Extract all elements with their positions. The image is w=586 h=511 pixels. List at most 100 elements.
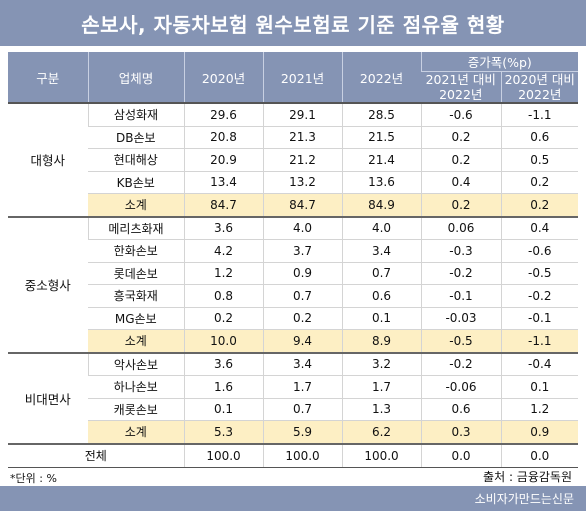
value-2021-cell: 0.7 (262, 284, 342, 308)
header-change-vs-2020-line1: 2020년 대비 (504, 72, 575, 87)
company-cell: MG손보 (88, 307, 184, 330)
total-label: 전체 (8, 443, 184, 468)
value-2021-cell: 4.0 (262, 216, 342, 240)
value-2022-cell: 21.4 (341, 148, 421, 172)
value-2020-cell: 4.2 (183, 239, 263, 263)
value-2020-cell: 29.6 (183, 102, 263, 127)
value-2022-cell: 84.9 (341, 193, 421, 218)
change-vs-2020-cell: 0.4 (500, 216, 579, 240)
change-vs-2020-cell: -0.1 (500, 307, 579, 330)
table-row: 중소형사 메리츠화재 3.6 4.0 4.0 0.06 0.4 (8, 216, 579, 354)
value-2022-cell: 1.3 (341, 398, 421, 421)
brand-name: 소비자가만드는신문 (474, 492, 574, 506)
header-company: 업체명 (87, 52, 184, 104)
value-2020-cell: 20.9 (183, 148, 263, 172)
header-2020: 2020년 (183, 52, 263, 104)
change-vs-2021-cell: -0.6 (420, 102, 501, 127)
change-vs-2020-cell: -1.1 (500, 329, 579, 354)
value-2021-cell: 21.2 (262, 148, 342, 172)
subtotal-row: 소계 84.7 84.7 84.9 0.2 0.2 (8, 193, 579, 218)
change-vs-2020-cell: -1.1 (500, 102, 579, 127)
change-vs-2021-cell: -0.2 (420, 352, 501, 376)
value-2021-cell: 84.7 (262, 193, 342, 218)
change-vs-2020-cell: 0.9 (500, 420, 579, 445)
change-vs-2021-cell: -0.2 (420, 262, 501, 285)
value-2022-cell: 4.0 (341, 216, 421, 240)
source-note: 출처 : 금융감독원 (483, 470, 572, 484)
subtotal-row: 소계 5.3 5.9 6.2 0.3 0.9 (8, 420, 579, 445)
company-cell: 흥국화재 (88, 284, 184, 308)
value-2021-cell: 1.7 (262, 375, 342, 399)
value-2021-cell: 0.7 (262, 398, 342, 421)
company-cell: 롯데손보 (88, 262, 184, 285)
header-change-vs-2020-line2: 2022년 (518, 87, 562, 102)
group-label: 중소형사 (8, 216, 88, 354)
value-2020-cell: 1.6 (183, 375, 263, 399)
header-2021: 2021년 (262, 52, 342, 104)
value-2022-cell: 8.9 (341, 329, 421, 354)
value-2020-cell: 13.4 (183, 171, 263, 194)
table-header: 구분 업체명 2020년 2021년 2022년 증가폭(%p) 2021년 대… (8, 52, 579, 104)
table-row: 캐롯손보 0.1 0.7 1.3 0.6 1.2 (8, 398, 579, 421)
company-cell: 악사손보 (87, 352, 184, 376)
company-cell: DB손보 (88, 126, 184, 149)
table-row: 롯데손보 1.2 0.9 0.7 -0.2 -0.5 (8, 262, 579, 285)
value-2020-cell: 0.8 (183, 284, 263, 308)
table-row: 현대해상 20.9 21.2 21.4 0.2 0.5 (8, 148, 579, 172)
value-2020-cell: 0.2 (183, 307, 263, 330)
page-title: 손보사, 자동차보험 원수보험료 기준 점유율 현황 (0, 0, 586, 46)
change-vs-2021-cell: 0.06 (420, 216, 501, 240)
value-2022-cell: 0.1 (341, 307, 421, 330)
value-2020-cell: 100.0 (183, 443, 263, 468)
table-row: 대형사 삼성화재 29.6 29.1 28.5 -0.6 -1.1 (8, 102, 579, 218)
table-row: 하나손보 1.6 1.7 1.7 -0.06 0.1 (8, 375, 579, 399)
value-2022-cell: 0.7 (341, 262, 421, 285)
change-vs-2021-cell: 0.6 (420, 398, 501, 421)
value-2020-cell: 1.2 (183, 262, 263, 285)
company-cell: 현대해상 (88, 148, 184, 172)
table-body: 대형사 삼성화재 29.6 29.1 28.5 -0.6 -1.1 DB손보 20.8 21.3 2… (8, 102, 579, 468)
change-vs-2020-cell: -0.4 (500, 352, 579, 376)
change-vs-2021-cell: -0.03 (420, 307, 501, 330)
value-2022-cell: 1.7 (341, 375, 421, 399)
company-cell: 메리츠화재 (87, 216, 184, 240)
value-2020-cell: 3.6 (183, 352, 263, 376)
value-2021-cell: 3.4 (262, 352, 342, 376)
change-vs-2020-cell: 0.6 (500, 126, 579, 149)
value-2021-cell: 29.1 (262, 102, 342, 127)
change-vs-2021-cell: 0.0 (420, 443, 501, 468)
header-2022: 2022년 (341, 52, 421, 104)
table-row: MG손보 0.2 0.2 0.1 -0.03 -0.1 (8, 307, 579, 330)
header-change-vs-2021: 2021년 대비 2022년 (421, 71, 501, 104)
table-row: DB손보 20.8 21.3 21.5 0.2 0.6 (8, 126, 579, 149)
value-2022-cell: 3.4 (341, 239, 421, 263)
change-vs-2021-cell: 0.2 (420, 148, 501, 172)
value-2020-cell: 84.7 (183, 193, 263, 218)
change-vs-2021-cell: 0.2 (420, 193, 501, 218)
value-2021-cell: 13.2 (262, 171, 342, 194)
change-vs-2021-cell: -0.5 (420, 329, 501, 354)
subtotal-row: 소계 10.0 9.4 8.9 -0.5 -1.1 (8, 329, 579, 354)
change-vs-2020-cell: 0.2 (500, 171, 579, 194)
value-2021-cell: 0.9 (262, 262, 342, 285)
value-2021-cell: 9.4 (262, 329, 342, 354)
value-2021-cell: 5.9 (262, 420, 342, 445)
company-cell: 소계 (88, 193, 184, 218)
change-vs-2021-cell: 0.2 (420, 126, 501, 149)
change-vs-2020-cell: -0.2 (500, 284, 579, 308)
change-vs-2020-cell: -0.5 (500, 262, 579, 285)
value-2021-cell: 100.0 (262, 443, 342, 468)
value-2021-cell: 0.2 (262, 307, 342, 330)
table-row: 한화손보 4.2 3.7 3.4 -0.3 -0.6 (8, 239, 579, 263)
header-change-vs-2021-line2: 2022년 (439, 87, 483, 102)
value-2020-cell: 0.1 (183, 398, 263, 421)
company-cell: KB손보 (88, 171, 184, 194)
brand-bar: 소비자가만드는신문 (0, 486, 586, 511)
change-vs-2021-cell: -0.3 (420, 239, 501, 263)
change-vs-2021-cell: -0.06 (420, 375, 501, 399)
change-vs-2020-cell: 1.2 (500, 398, 579, 421)
change-vs-2020-cell: 0.0 (500, 443, 579, 468)
change-vs-2020-cell: 0.1 (500, 375, 579, 399)
value-2022-cell: 3.2 (341, 352, 421, 376)
